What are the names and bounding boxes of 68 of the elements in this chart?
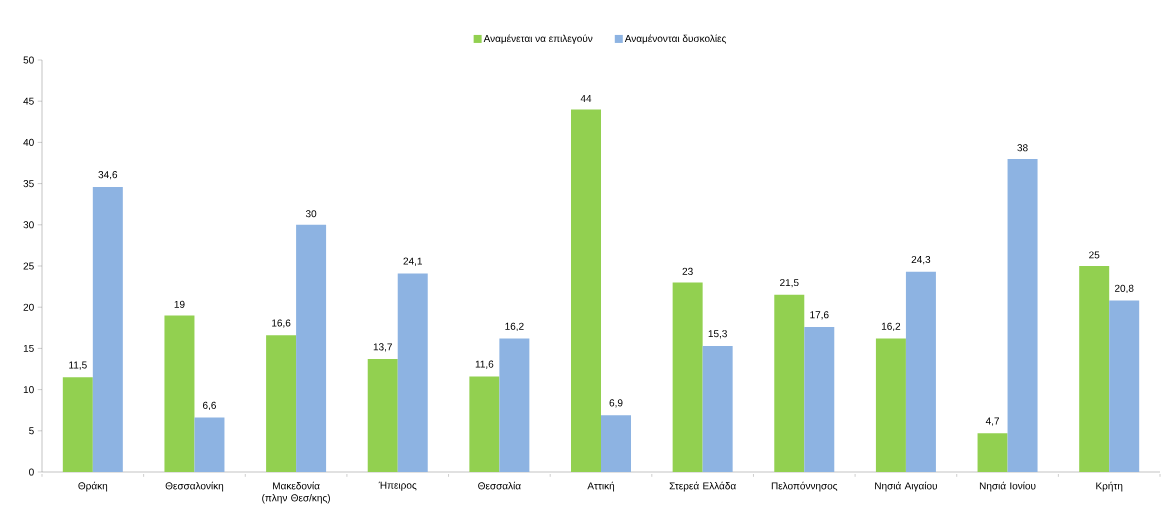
- y-tick-label: 25: [23, 262, 34, 270]
- x-tick-label: Μακεδονία (πλην Θεσ/κης): [262, 481, 330, 504]
- y-tick-label: 35: [23, 180, 34, 188]
- y-tick-label: 0: [29, 468, 34, 476]
- x-tick-label: Στερεά Ελλάδα: [669, 481, 736, 492]
- y-tick-label: 50: [23, 56, 34, 64]
- bar: [367, 359, 398, 472]
- data-label: 16,2: [505, 322, 524, 331]
- data-label: 13,7: [373, 343, 392, 352]
- bar: [1079, 266, 1110, 472]
- data-label: 15,3: [708, 330, 727, 339]
- bar: [672, 282, 703, 472]
- data-label: 44: [580, 95, 592, 102]
- y-tick-label: 20: [23, 303, 34, 311]
- bar: [774, 294, 805, 472]
- bar: [499, 338, 530, 472]
- x-tick-label: Θεσσαλία: [478, 481, 521, 490]
- data-label: 4,7: [985, 417, 1000, 426]
- bar: [702, 345, 733, 472]
- bar: [601, 415, 632, 472]
- legend-label: Αναμένεται να επιλεγούν: [483, 34, 593, 45]
- data-label: 16,6: [272, 319, 291, 328]
- bar: [571, 109, 601, 472]
- data-label: 21,5: [780, 279, 799, 288]
- data-label: 34,6: [98, 171, 118, 180]
- data-label: 24,1: [403, 257, 422, 266]
- bar: [266, 335, 297, 472]
- x-tick-label: Θράκη: [78, 481, 108, 492]
- bar: [905, 271, 936, 472]
- data-label: 6,9: [609, 399, 623, 408]
- bar: [164, 315, 195, 472]
- y-tick-label: 5: [29, 427, 34, 435]
- bar: [1007, 158, 1038, 472]
- x-tick-label: Πελοπόννησος: [771, 481, 838, 492]
- bar: [804, 326, 835, 472]
- bar: [469, 376, 500, 472]
- x-tick-label: Θεσσαλονίκη: [165, 481, 224, 492]
- bar: [1109, 300, 1140, 472]
- data-label: 20,8: [1114, 284, 1134, 294]
- bar: [194, 417, 225, 472]
- data-label: 11,6: [475, 360, 494, 369]
- y-tick-label: 30: [23, 221, 34, 229]
- data-label: 19: [174, 300, 185, 308]
- y-tick-label: 40: [23, 138, 34, 146]
- data-label: 24,3: [911, 255, 931, 265]
- data-label: 6,6: [203, 401, 216, 411]
- y-tick-label: 15: [23, 344, 34, 352]
- data-label: 23: [682, 267, 693, 275]
- x-tick-label: Αττική: [587, 481, 615, 492]
- bar: [875, 338, 906, 472]
- bar: [397, 273, 428, 472]
- x-tick-label: Κρήτη: [1096, 481, 1123, 492]
- y-tick-label: 10: [23, 386, 34, 394]
- data-label: 38: [1017, 144, 1028, 152]
- legend-label: Αναμένονται δυσκολίες: [624, 34, 727, 44]
- x-tick-label: Ήπειρος: [378, 481, 417, 491]
- bar: [977, 433, 1008, 472]
- y-tick-label: 45: [23, 97, 34, 105]
- bar: [62, 377, 93, 472]
- x-tick-label: Νησιά Ιονίου: [979, 481, 1036, 492]
- bar: [92, 186, 123, 472]
- data-label: 30: [305, 210, 317, 218]
- data-label: 25: [1089, 251, 1100, 259]
- x-tick-label: Νησιά Αιγαίου: [875, 481, 938, 492]
- data-label: 17,6: [810, 311, 829, 320]
- data-label: 16,2: [881, 322, 901, 331]
- data-label: 11,5: [69, 361, 87, 370]
- bar: [296, 224, 327, 472]
